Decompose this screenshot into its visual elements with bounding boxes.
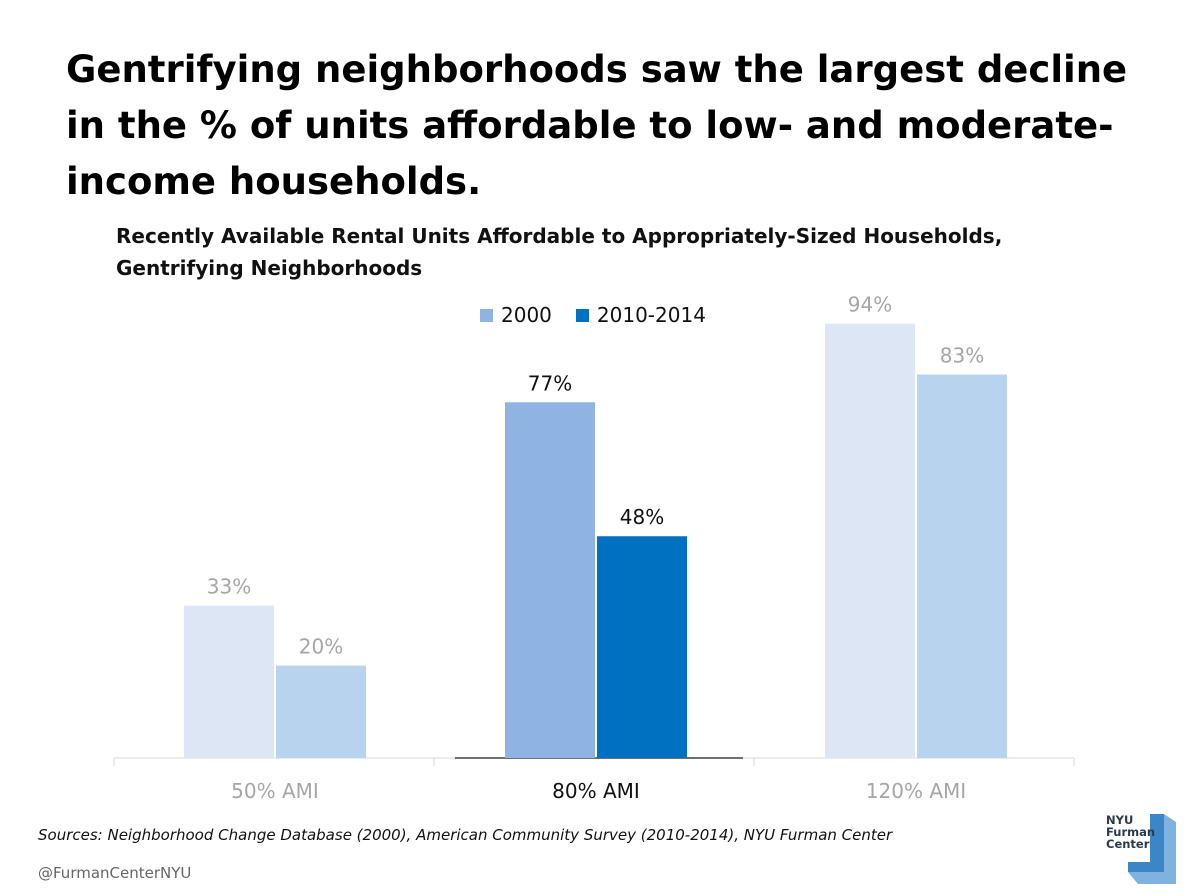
- data-label-2010-2014-120-ami: 83%: [940, 344, 984, 368]
- twitter-handle: @FurmanCenterNYU: [38, 864, 192, 882]
- logo-line-2: Furman: [1106, 825, 1156, 839]
- bar-2000-50-ami: [184, 605, 274, 758]
- legend-label-2000: 2000: [501, 303, 552, 327]
- bar-2010-2014-120-ami: [917, 374, 1007, 758]
- data-label-2000-50-ami: 33%: [207, 575, 251, 599]
- legend-item-2010-2014: 2010-2014: [575, 303, 706, 327]
- data-label-2000-120-ami: 94%: [848, 293, 892, 317]
- data-label-2000-80-ami: 77%: [528, 371, 572, 395]
- sources-note: Sources: Neighborhood Change Database (2…: [38, 826, 893, 844]
- bar-2010-2014-80-ami: [597, 536, 687, 758]
- chart-legend: 2000 2010-2014: [480, 303, 706, 327]
- x-tick-label-0: 50% AMI: [231, 779, 319, 803]
- logo-line-3: Center: [1106, 837, 1150, 851]
- chart-title: Recently Available Rental Units Affordab…: [116, 220, 1116, 284]
- legend-swatch-2010-2014: [575, 308, 589, 322]
- headline: Gentrifying neighborhoods saw the larges…: [66, 48, 1128, 203]
- data-label-2010-2014-50-ami: 20%: [299, 635, 343, 659]
- logo-line-1: NYU: [1106, 813, 1134, 827]
- x-tick-label-1: 80% AMI: [552, 779, 640, 803]
- legend-label-2010-2014: 2010-2014: [596, 303, 706, 327]
- x-tick-label-2: 120% AMI: [866, 779, 966, 803]
- bar-2000-80-ami: [505, 402, 595, 758]
- data-label-2010-2014-80-ami: 48%: [620, 505, 664, 529]
- bar-2010-2014-50-ami: [276, 665, 366, 758]
- chart-title-line-1: Recently Available Rental Units Affordab…: [116, 224, 1003, 248]
- logo-bracket-icon: [1128, 814, 1176, 884]
- chart-title-line-2: Gentrifying Neighborhoods: [116, 256, 423, 280]
- legend-item-2000: 2000: [480, 303, 552, 327]
- legend-swatch-2000: [480, 308, 493, 322]
- bar-2000-120-ami: [825, 323, 915, 758]
- nyu-furman-center-logo: NYU Furman Center: [1098, 810, 1184, 890]
